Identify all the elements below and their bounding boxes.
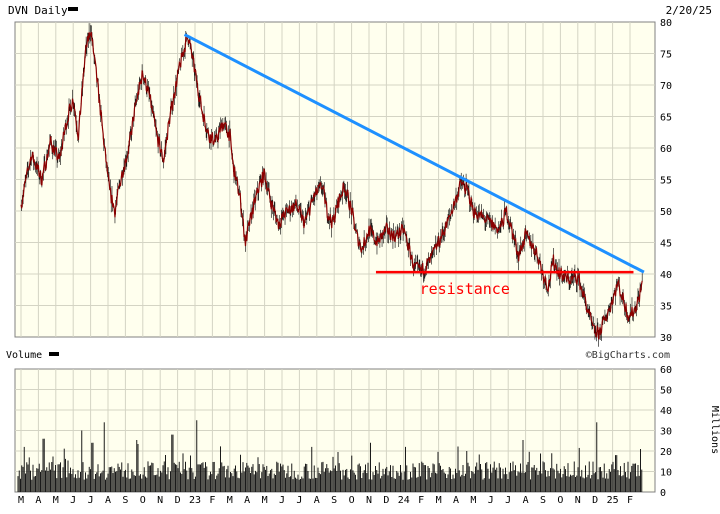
- price-tick-label: 80: [660, 18, 672, 29]
- chart-title: DVN Daily: [8, 4, 68, 17]
- price-tick-label: 55: [660, 176, 672, 187]
- x-tick-label: M: [53, 495, 59, 506]
- x-tick-label: A: [35, 495, 41, 506]
- price-series: [20, 23, 643, 347]
- x-tick-label: J: [296, 495, 302, 506]
- x-tick-label: N: [575, 495, 581, 506]
- x-tick-label: 25: [607, 495, 619, 506]
- watermark: ©BigCharts.com: [586, 350, 670, 361]
- price-y-axis: 30 35 40 45 50 55 60 65 70 75 80: [660, 18, 672, 344]
- volume-series: [17, 420, 643, 492]
- x-tick-label: O: [557, 495, 563, 506]
- x-tick-label: O: [349, 495, 355, 506]
- x-tick-label: A: [314, 495, 320, 506]
- x-tick-label: N: [157, 495, 163, 506]
- volume-tick-label: 40: [660, 406, 672, 417]
- x-tick-label: D: [383, 495, 389, 506]
- x-tick-label: M: [470, 495, 476, 506]
- x-tick-label: N: [366, 495, 372, 506]
- x-tick-label: S: [122, 495, 128, 506]
- chart-annotations: resistance: [183, 33, 645, 298]
- price-tick-label: 70: [660, 81, 672, 92]
- x-tick-label: 23: [189, 495, 201, 506]
- x-tick-label: A: [453, 495, 459, 506]
- x-tick-label: A: [105, 495, 111, 506]
- volume-y-axis: 0 10 20 30 40 50 60: [660, 365, 672, 499]
- x-tick-label: F: [209, 495, 215, 506]
- volume-tick-label: 60: [660, 365, 672, 376]
- price-tick-label: 60: [660, 144, 672, 155]
- x-tick-label: D: [175, 495, 181, 506]
- x-tick-label: J: [88, 495, 94, 506]
- x-axis: M A M J J A S O N D 23 F M A M J J A S O N D 24 F M A M J J A S O N D 25 F: [18, 495, 633, 506]
- price-tick-label: 45: [660, 239, 672, 250]
- volume-legend-swatch: [49, 352, 59, 356]
- volume-tick-label: 50: [660, 386, 672, 397]
- resistance-label: resistance: [420, 280, 510, 298]
- x-tick-label: F: [627, 495, 633, 506]
- x-tick-label: 24: [398, 495, 410, 506]
- x-tick-label: M: [18, 495, 24, 506]
- chart-date: 2/20/25: [666, 4, 712, 17]
- price-tick-label: 65: [660, 113, 672, 124]
- volume-tick-label: 20: [660, 447, 672, 458]
- price-tick-label: 30: [660, 333, 672, 344]
- x-tick-label: S: [331, 495, 337, 506]
- x-tick-label: A: [523, 495, 529, 506]
- x-tick-label: J: [279, 495, 285, 506]
- volume-unit-label: Millions: [709, 406, 720, 454]
- price-tick-label: 35: [660, 302, 672, 313]
- x-tick-label: A: [244, 495, 250, 506]
- x-tick-label: M: [262, 495, 268, 506]
- volume-tick-label: 0: [660, 488, 666, 499]
- x-tick-label: S: [540, 495, 546, 506]
- x-tick-label: O: [140, 495, 146, 506]
- price-line: [20, 31, 643, 340]
- price-tick-label: 75: [660, 50, 672, 61]
- volume-tick-label: 10: [660, 468, 672, 479]
- x-tick-label: M: [436, 495, 442, 506]
- x-tick-label: J: [488, 495, 494, 506]
- x-tick-label: J: [505, 495, 511, 506]
- x-tick-label: J: [70, 495, 76, 506]
- x-tick-label: F: [418, 495, 424, 506]
- volume-tick-label: 30: [660, 427, 672, 438]
- title-legend-swatch: [68, 7, 78, 11]
- price-tick-label: 40: [660, 270, 672, 281]
- downtrend-line: [183, 33, 645, 274]
- price-grid: [15, 22, 655, 337]
- x-tick-label: D: [592, 495, 598, 506]
- x-tick-label: M: [227, 495, 233, 506]
- volume-label: Volume: [6, 350, 42, 361]
- price-tick-label: 50: [660, 207, 672, 218]
